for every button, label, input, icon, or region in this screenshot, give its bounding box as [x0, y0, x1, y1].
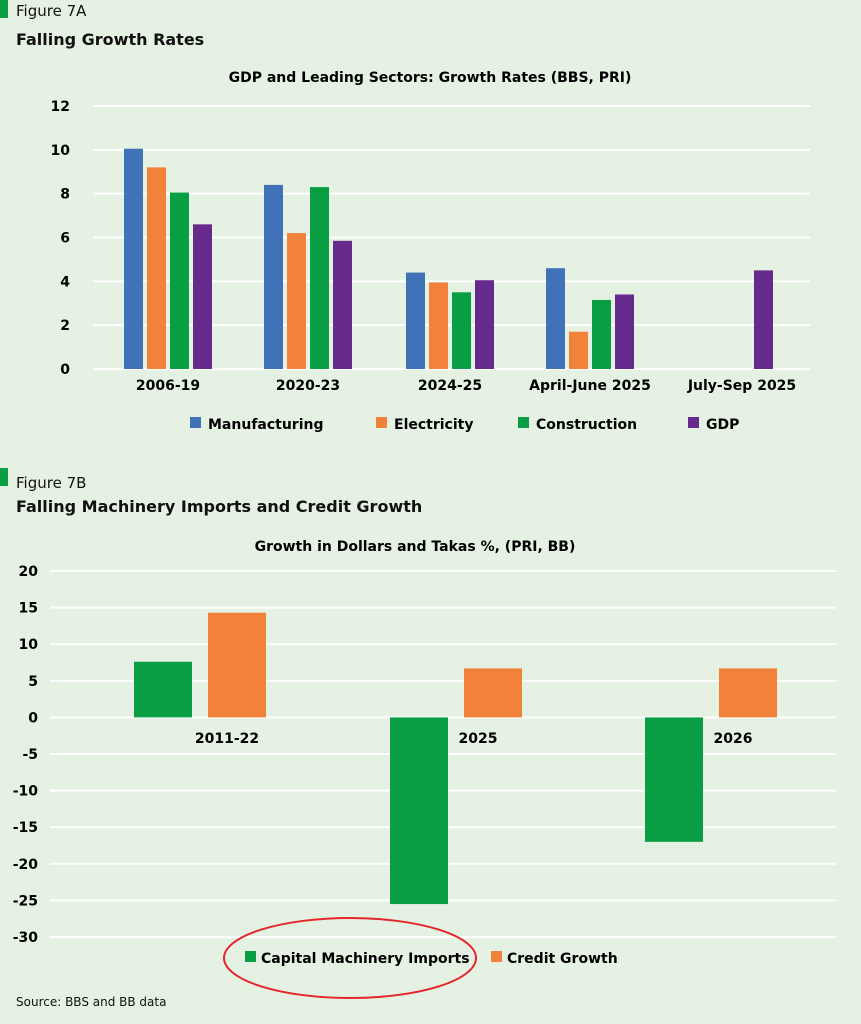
figure-7b-label: Figure 7B	[16, 474, 87, 492]
bar-capital-machinery-imports	[134, 661, 192, 718]
figure-7a-title: Falling Growth Rates	[16, 30, 205, 49]
y-tick-label: 5	[28, 674, 38, 690]
chart-title: GDP and Leading Sectors: Growth Rates (B…	[229, 70, 632, 86]
y-tick-label: -15	[13, 820, 38, 836]
bar-gdp	[615, 294, 634, 369]
x-tick-label: 2024-25	[418, 378, 482, 394]
y-tick-label: 0	[28, 710, 38, 726]
bar-capital-machinery-imports	[645, 717, 703, 842]
legend-swatch	[190, 417, 201, 428]
x-tick-label: 2006-19	[136, 378, 200, 394]
bar-manufacturing	[264, 184, 283, 369]
y-tick-label: 15	[19, 601, 38, 617]
figure-7a-label: Figure 7A	[16, 2, 87, 20]
y-tick-label: 2	[60, 318, 70, 334]
legend-label: Credit Growth	[507, 951, 618, 967]
x-tick-label: 2020-23	[276, 378, 340, 394]
chart-title: Growth in Dollars and Takas %, (PRI, BB)	[255, 539, 576, 555]
chart-7a: GDP and Leading Sectors: Growth Rates (B…	[51, 70, 810, 433]
figure-7b-title: Falling Machinery Imports and Credit Gro…	[16, 497, 423, 516]
figure-7a-marker	[0, 0, 8, 18]
bar-electricity	[569, 331, 588, 369]
bar-electricity	[429, 282, 448, 369]
x-tick-label: 2026	[714, 731, 753, 747]
y-tick-label: 6	[60, 231, 70, 247]
legend-swatch	[245, 951, 256, 962]
bar-manufacturing	[124, 148, 143, 369]
y-tick-label: 10	[19, 637, 39, 653]
y-tick-label: -10	[13, 784, 39, 800]
bar-manufacturing	[406, 272, 425, 369]
y-tick-label: 12	[51, 99, 70, 115]
bar-gdp	[333, 240, 352, 369]
legend-label: GDP	[706, 417, 739, 433]
legend-label: Construction	[536, 417, 637, 433]
legend-label: Capital Machinery Imports	[261, 951, 470, 967]
bar-construction	[310, 187, 329, 369]
bar-construction	[592, 299, 611, 369]
bar-manufacturing	[546, 268, 565, 369]
bar-construction	[452, 292, 471, 369]
x-tick-label: 2011-22	[195, 731, 259, 747]
source-note: Source: BBS and BB data	[16, 995, 167, 1009]
y-tick-label: 10	[51, 143, 71, 159]
bar-credit-growth	[464, 668, 522, 718]
y-tick-label: -20	[13, 857, 39, 873]
bar-gdp	[475, 280, 494, 369]
legend-label: Manufacturing	[208, 417, 324, 433]
highlight-circle	[223, 917, 477, 999]
y-tick-label: -25	[13, 893, 38, 909]
figure-7b-marker	[0, 468, 8, 486]
legend-swatch	[518, 417, 529, 428]
bar-gdp	[754, 270, 773, 369]
y-tick-label: 20	[19, 564, 39, 580]
bar-electricity	[287, 233, 306, 369]
legend-swatch	[491, 951, 502, 962]
legend-label: Electricity	[394, 417, 473, 433]
bar-credit-growth	[719, 668, 777, 718]
x-tick-label: July-Sep 2025	[687, 378, 796, 394]
y-tick-label: 8	[60, 187, 70, 203]
bar-construction	[170, 192, 189, 369]
x-tick-label: April-June 2025	[529, 378, 651, 394]
y-tick-label: 4	[60, 274, 70, 290]
bar-capital-machinery-imports	[390, 717, 448, 905]
y-tick-label: -5	[22, 747, 38, 763]
x-tick-label: 2025	[459, 731, 498, 747]
y-tick-label: -30	[13, 930, 39, 946]
legend-swatch	[376, 417, 387, 428]
bar-credit-growth	[208, 612, 266, 718]
bar-gdp	[193, 224, 212, 369]
y-tick-label: 0	[60, 362, 70, 378]
legend-swatch	[688, 417, 699, 428]
bar-electricity	[147, 167, 166, 369]
